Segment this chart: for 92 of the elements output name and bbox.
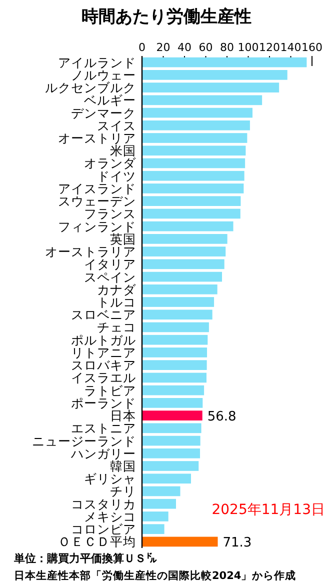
y-tick-label: カナダ: [97, 282, 137, 297]
bar: [142, 133, 248, 143]
bar: [142, 170, 244, 181]
bar: [142, 448, 200, 458]
y-tick-label: アイスランド: [58, 180, 136, 196]
y-tick-label: チェコ: [97, 320, 136, 335]
bar: [142, 360, 207, 370]
bar: [142, 385, 204, 396]
y-tick-label: ルクセンブルク: [45, 80, 136, 96]
text: 日本生産性本部「労働生産性の国際比較2024」から作成: [14, 569, 296, 582]
y-tick-label: アイルランド: [58, 54, 136, 70]
y-tick-label: ポルトガル: [71, 332, 136, 348]
y-tick-label: ニュージーランド: [32, 433, 136, 448]
bar: [142, 498, 176, 509]
y-tick-label: 英国: [110, 231, 136, 246]
bar: [142, 196, 241, 206]
bar: [142, 158, 246, 168]
bar: [142, 82, 280, 92]
x-tick-label: 140: [280, 41, 302, 54]
y-tick-label: コロンビア: [71, 522, 136, 537]
y-tick-label: ハンガリー: [70, 446, 136, 461]
y-tick-label: オーストリア: [58, 130, 136, 146]
bar: [142, 461, 199, 471]
bar: [142, 348, 208, 358]
bar: [142, 95, 262, 106]
y-tick-label: ラトビア: [84, 382, 136, 398]
bar: [142, 512, 168, 522]
x-tick-label: 100: [238, 41, 259, 54]
x-tick-label: 0: [138, 41, 146, 54]
y-tick-label: コスタリカ: [71, 496, 136, 512]
bar: [142, 372, 206, 383]
y-tick-label: イスラエル: [71, 370, 136, 386]
x-tick-label: 60: [198, 41, 213, 54]
bar: [142, 120, 250, 130]
y-tick-label: リトアニア: [71, 344, 136, 360]
y-tick-label: 韓国: [110, 458, 136, 474]
x-tick-label: 80: [220, 41, 234, 54]
bar: [142, 108, 252, 118]
y-tick-label: ＯＥＣＤ平均: [58, 534, 136, 550]
bar: [142, 184, 244, 194]
y-tick-label: オーストラリア: [45, 244, 136, 260]
y-tick-label: スイス: [97, 118, 136, 133]
bar: [142, 272, 222, 282]
bar: [142, 297, 214, 307]
bar: [142, 423, 202, 434]
y-tick-label: 日本: [110, 408, 136, 424]
bar: [142, 310, 212, 320]
y-tick-label: デンマーク: [71, 105, 136, 120]
y-tick-label: ベルギー: [84, 92, 136, 108]
bar: [142, 246, 226, 256]
bar: [142, 486, 180, 496]
text: 単位：購買力平価換算ＵＳ㌦: [13, 552, 157, 565]
bar: [142, 234, 228, 244]
bar: [142, 284, 218, 294]
bar: [142, 334, 208, 345]
x-tick-label: 120: [259, 41, 280, 54]
bar: [142, 57, 307, 68]
y-tick-label: スウェーデン: [58, 194, 136, 209]
y-tick-label: フランス: [84, 206, 136, 222]
y-tick-label: エストニア: [71, 420, 136, 436]
bar: [142, 398, 203, 408]
bar: [142, 259, 224, 270]
y-tick-label: スロベニア: [71, 307, 136, 322]
x-tick-label: 160: [302, 41, 322, 54]
annotation: 2025年11月13日: [212, 502, 325, 518]
y-tick-label: 米国: [110, 143, 136, 158]
x-tick-label: 20: [156, 41, 170, 54]
bar: [142, 322, 209, 332]
y-tick-label: ポーランド: [71, 395, 136, 410]
y-tick-label: ギリシャ: [84, 471, 136, 486]
y-tick-label: スロバキア: [71, 358, 136, 373]
bar: [142, 410, 202, 420]
x-tick-label: 40: [178, 41, 192, 54]
y-tick-label: スペイン: [84, 269, 136, 284]
bar: [142, 524, 164, 534]
bar: [142, 536, 218, 547]
y-tick-label: オランダ: [84, 156, 137, 171]
y-tick-label: トルコ: [97, 294, 136, 310]
y-tick-label: ノルウェー: [71, 67, 136, 82]
bar: [142, 146, 246, 156]
bar: [142, 474, 191, 484]
y-tick-label: チリ: [110, 484, 136, 499]
bar: [142, 70, 288, 80]
bar: [142, 436, 200, 446]
y-tick-label: イタリア: [84, 256, 136, 272]
bar: [142, 208, 240, 219]
data-label: 71.3: [222, 536, 252, 551]
y-tick-label: フィンランド: [58, 218, 136, 234]
data-label: 56.8: [207, 410, 236, 425]
chart-title: 時間あたり労働生産性: [82, 7, 252, 27]
y-tick-label: ドイツ: [97, 168, 136, 184]
bar: [142, 221, 234, 232]
